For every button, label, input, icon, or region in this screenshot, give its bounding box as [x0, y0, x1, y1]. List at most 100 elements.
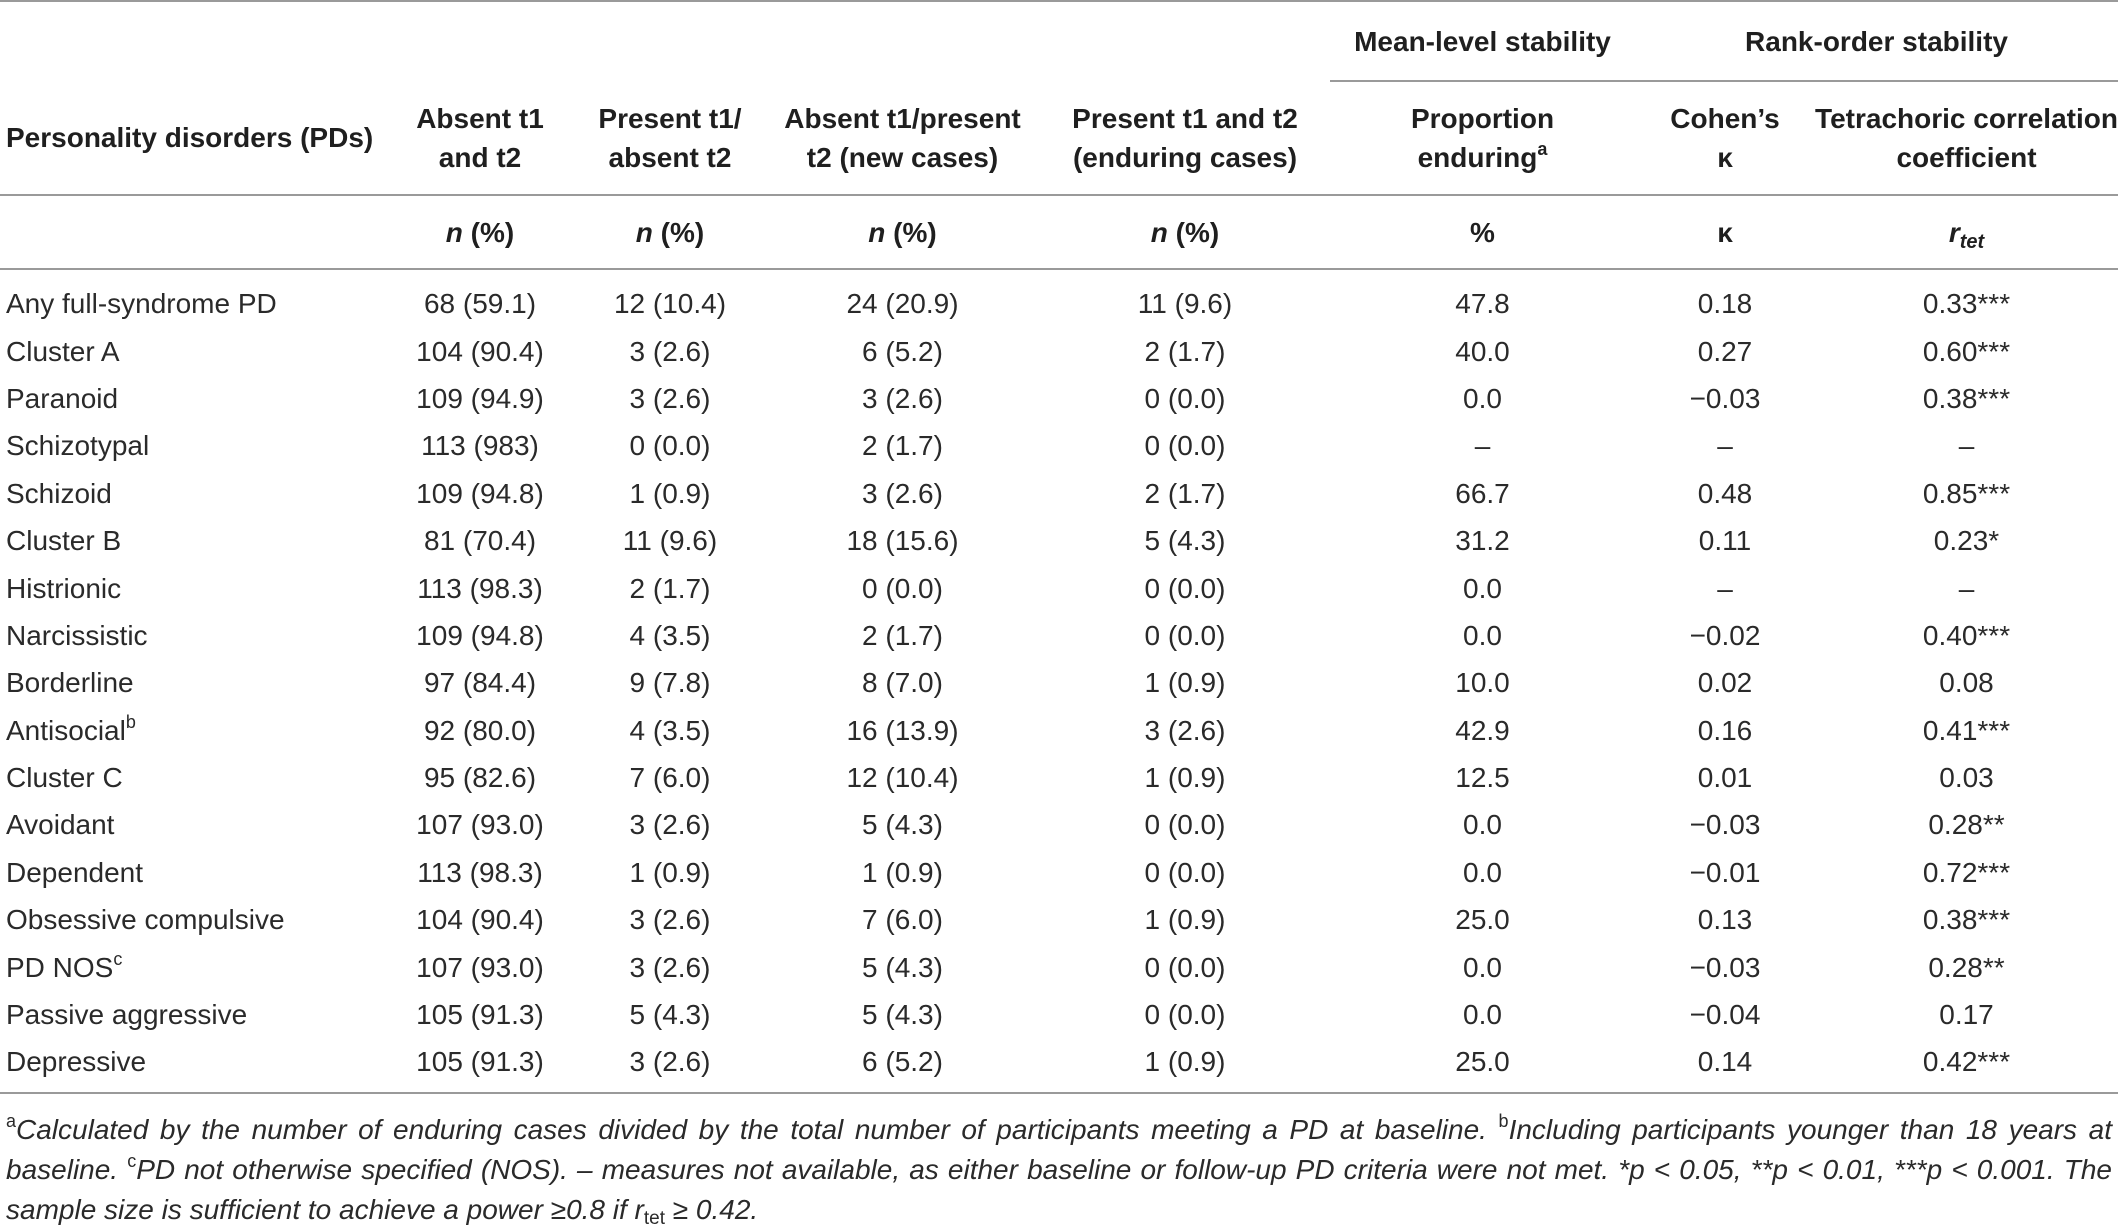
- cell-c: 5 (4.3): [862, 999, 943, 1031]
- cell-k: –: [1717, 430, 1733, 462]
- row-pd-name: Narcissistic: [6, 619, 148, 651]
- cell-r: 0.08: [1939, 667, 1994, 699]
- cell-b: 12 (10.4): [613, 288, 727, 320]
- cell-a: 97 (84.4): [423, 667, 537, 699]
- cell-d: 0 (0.0): [1144, 809, 1226, 841]
- row-pd-name: Cluster B: [6, 525, 122, 557]
- row-pd-name: Schizotypal: [6, 430, 150, 462]
- table-row: Cluster B 81 (70.4) 11 (9.6) 18 (15.6) 5 (4.…: [0, 517, 2118, 564]
- cell-p: 0.0: [1463, 951, 1502, 983]
- cell-b: 3 (2.6): [629, 951, 711, 983]
- table-row: Schizoid 109 (94.8) 1 (0.9) 3 (2.6) 2 (1.7) 6…: [0, 470, 2118, 517]
- cell-d: 11 (9.6): [1137, 288, 1233, 320]
- cell-p: 66.7: [1455, 477, 1510, 509]
- cell-c: 18 (15.6): [846, 525, 959, 557]
- cell-a: 107 (93.0): [416, 809, 544, 841]
- table-row: Depressive 105 (91.3) 3 (2.6) 6 (5.2) 1 (0.9…: [0, 1038, 2118, 1094]
- cell-c: 3 (2.6): [862, 477, 943, 509]
- cell-c: 6 (5.2): [862, 335, 943, 367]
- cell-c: 2 (1.7): [862, 430, 943, 462]
- cell-c: 6 (5.2): [765, 1038, 1040, 1094]
- cell-a: 95 (82.6): [423, 762, 537, 794]
- cell-a: 113 (983): [421, 430, 539, 462]
- cell-p: 25.0: [1455, 904, 1510, 936]
- cell-r: 0.03: [1939, 762, 1994, 794]
- unit-percent: %: [1330, 194, 1635, 270]
- cell-r: 0.28**: [1928, 951, 2005, 983]
- table-row: Cluster C 95 (82.6) 7 (6.0) 12 (10.4) 1 (0.9…: [0, 754, 2118, 801]
- cell-k: −0.03: [1689, 382, 1761, 414]
- cell-c: 5 (4.3): [862, 951, 943, 983]
- row-pd-name: Cluster C: [6, 762, 123, 794]
- row-pd-name: Borderline: [6, 667, 134, 699]
- table-footnote: aCalculated by the number of enduring ca…: [6, 1111, 2113, 1229]
- cell-p: 10.0: [1455, 667, 1510, 699]
- cell-r: 0.23*: [1933, 525, 2000, 557]
- table-row: Paranoid 109 (94.9) 3 (2.6) 3 (2.6) 0 (0.0) 0…: [0, 375, 2118, 422]
- cell-k: −0.02: [1689, 619, 1761, 651]
- cell-r: 0.42***: [1815, 1038, 2118, 1094]
- cell-k: −0.01: [1689, 856, 1761, 888]
- cell-a: 109 (94.8): [416, 477, 544, 509]
- cell-b: 4 (3.5): [629, 619, 711, 651]
- row-pd-name: PD NOSc: [6, 948, 123, 983]
- cell-p: 40.0: [1455, 335, 1510, 367]
- cell-p: 0.0: [1463, 382, 1502, 414]
- cell-a: 109 (94.8): [416, 619, 544, 651]
- cell-a: 113 (98.3): [417, 856, 543, 888]
- row-pd-name: Paranoid: [6, 382, 119, 414]
- cell-p: 0.0: [1463, 809, 1502, 841]
- cell-k: −0.03: [1689, 951, 1761, 983]
- col-cohens-kappa: Cohen’s κ: [1670, 103, 1780, 173]
- cell-a: 105 (91.3): [416, 999, 544, 1031]
- cell-c: 2 (1.7): [862, 619, 943, 651]
- cell-a: 81 (70.4): [423, 525, 537, 557]
- cell-d: 2 (1.7): [1144, 477, 1226, 509]
- cell-d: 1 (0.9): [1144, 667, 1226, 699]
- cell-d: 5 (4.3): [1144, 525, 1226, 557]
- table-row: Avoidant 107 (93.0) 3 (2.6) 5 (4.3) 0 (0.0) 0…: [0, 801, 2118, 848]
- cell-p: 0.0: [1463, 999, 1502, 1031]
- cell-d: 0 (0.0): [1144, 430, 1226, 462]
- row-pd-name: Antisocialb: [6, 711, 136, 746]
- cell-p: 0.0: [1463, 619, 1502, 651]
- cell-d: 0 (0.0): [1144, 999, 1226, 1031]
- cell-p: 0.0: [1463, 856, 1502, 888]
- cell-k: 0.14: [1635, 1038, 1815, 1094]
- table-row: Antisocialb 92 (80.0) 4 (3.5) 16 (13.9) 3 (2…: [0, 707, 2118, 754]
- col-enduring-cases: Present t1 and t2 (enduring cases): [1072, 102, 1298, 173]
- table-row: Dependent 113 (98.3) 1 (0.9) 1 (0.9) 0 (0.0)…: [0, 849, 2118, 896]
- col-present-absent: Present t1/absent t2: [598, 102, 742, 173]
- table-row: Histrionic 113 (98.3) 2 (1.7) 0 (0.0) 0 (0.0…: [0, 564, 2118, 611]
- cell-r: 0.85***: [1922, 477, 2011, 509]
- cell-b: 7 (6.0): [629, 762, 711, 794]
- cell-r: 0.60***: [1922, 335, 2011, 367]
- cell-d: 1 (0.9): [1144, 762, 1226, 794]
- table-row: Borderline 97 (84.4) 9 (7.8) 8 (7.0) 1 (0.9)…: [0, 659, 2118, 706]
- cell-p: –: [1474, 430, 1491, 462]
- col-new-cases: Absent t1/present t2 (new cases): [784, 102, 1021, 173]
- cell-a: 105 (91.3): [385, 1038, 575, 1094]
- unit-r-tet: rtet: [1815, 194, 2118, 270]
- unit-n-pct: n (%): [765, 194, 1040, 270]
- cell-r: 0.38***: [1922, 382, 2011, 414]
- cell-b: 5 (4.3): [629, 999, 711, 1031]
- cell-p: 25.0: [1330, 1038, 1635, 1094]
- cell-b: 3 (2.6): [629, 904, 711, 936]
- cell-r: 0.38***: [1922, 904, 2011, 936]
- group-header-row: Mean-level stability Rank-order stabilit…: [0, 0, 2118, 82]
- cell-k: 0.48: [1697, 477, 1753, 509]
- cell-d: 1 (0.9): [1144, 904, 1226, 936]
- cell-b: 3 (2.6): [629, 335, 711, 367]
- table-row: PD NOSc 107 (93.0) 3 (2.6) 5 (4.3) 0 (0.0) 0.…: [0, 943, 2118, 990]
- cell-b: 4 (3.5): [629, 714, 711, 746]
- row-pd-name: Obsessive compulsive: [6, 904, 285, 936]
- cell-r: 0.17: [1939, 999, 1994, 1031]
- col-proportion-enduring: Proportion enduringa: [1410, 103, 1555, 173]
- cell-k: 0.13: [1697, 904, 1753, 936]
- cell-p: 42.9: [1455, 714, 1510, 746]
- group-mean-level: Mean-level stability: [1330, 0, 1635, 82]
- cell-b: 11 (9.6): [622, 525, 718, 557]
- row-pd-name: Dependent: [6, 856, 144, 888]
